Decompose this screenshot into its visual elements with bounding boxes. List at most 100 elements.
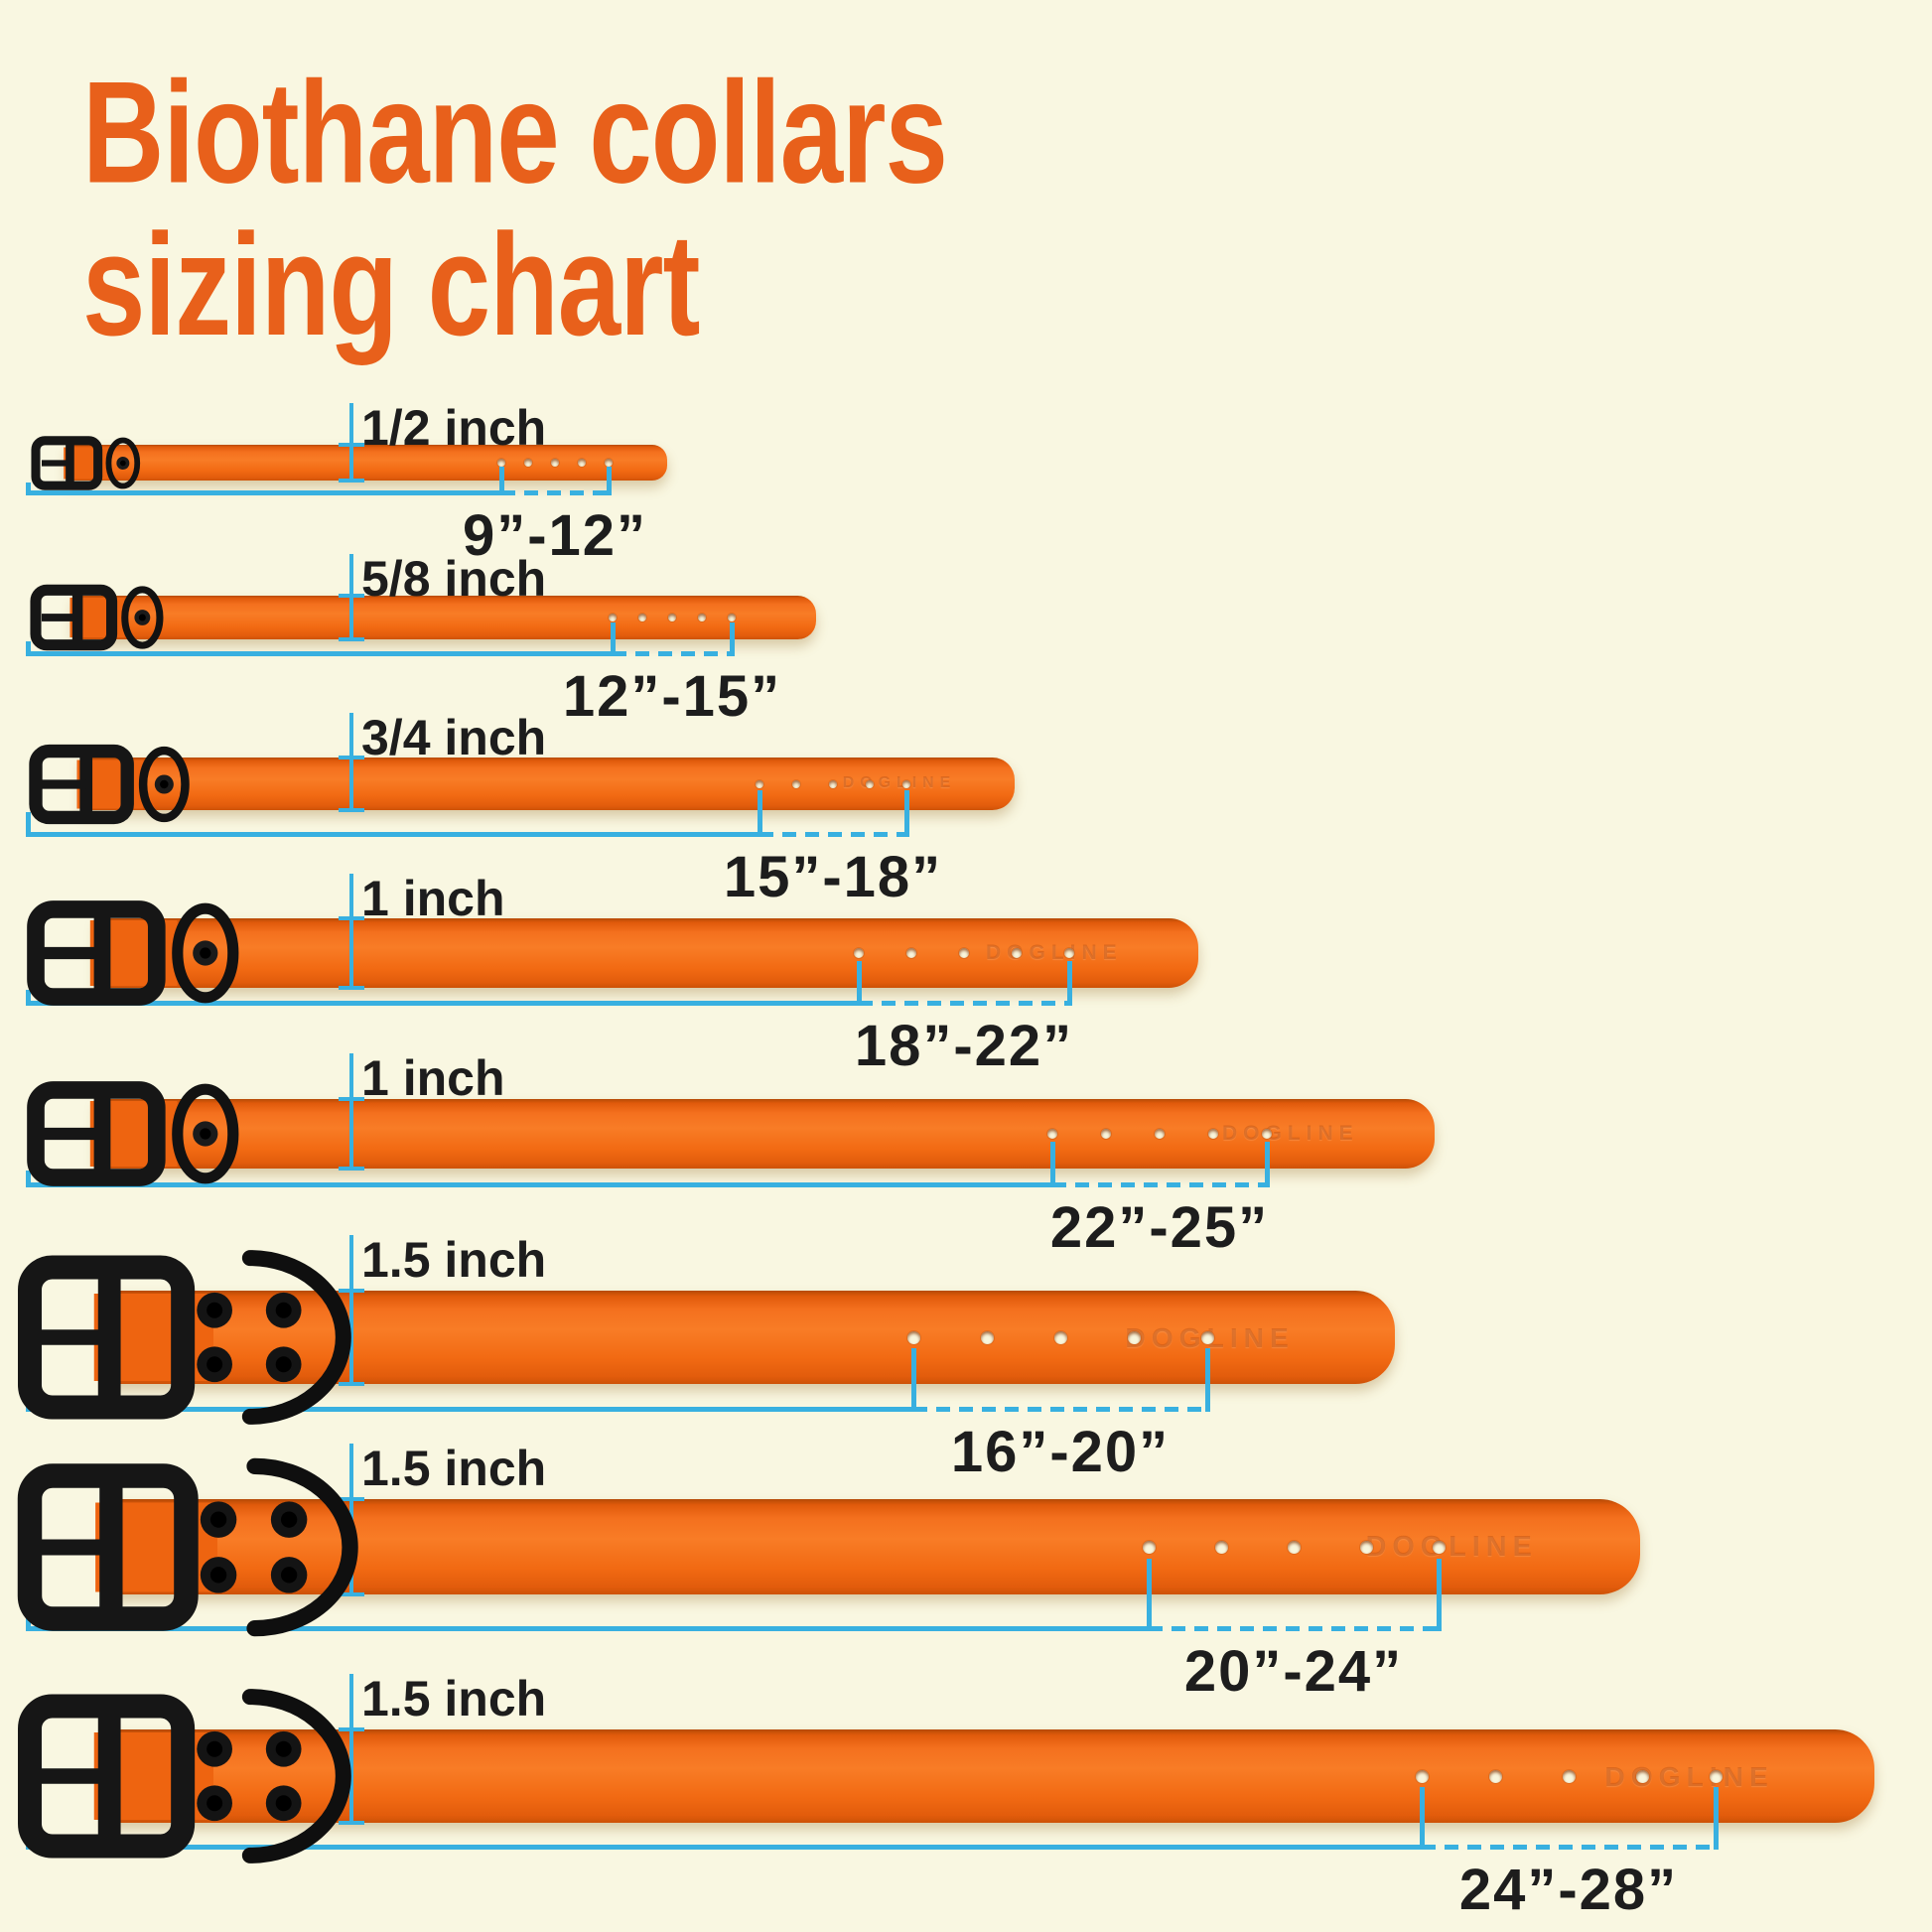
- bracket-last-hole-riser: [1437, 1558, 1442, 1631]
- bracket-last-hole-riser: [1265, 1142, 1270, 1187]
- adjustment-hole: [728, 614, 736, 621]
- bracket-solid-line: [26, 1001, 859, 1006]
- adjustment-hole: [497, 459, 505, 467]
- bracket-first-hole-riser: [758, 789, 762, 837]
- width-dimension-cap-bottom: [339, 1382, 364, 1386]
- width-dimension-cap-bottom: [339, 1821, 364, 1825]
- bracket-dashed-line: [913, 1407, 1207, 1412]
- neck-size-range-label: 20”-24”: [1183, 1639, 1404, 1704]
- adjustment-hole: [551, 459, 559, 467]
- neck-size-range-label: 15”-18”: [723, 845, 943, 909]
- adjustment-hole: [906, 1330, 920, 1344]
- brand-embossing: DOGLINE: [986, 941, 1123, 965]
- adjustment-hole: [1488, 1769, 1502, 1783]
- bracket-first-hole-riser: [857, 961, 862, 1006]
- width-dimension-cap-bottom: [339, 986, 364, 990]
- adjustment-hole: [1101, 1129, 1111, 1139]
- width-dimension-cap-bottom: [339, 1592, 364, 1596]
- width-dimension-line: [349, 713, 353, 810]
- adjustment-hole: [1208, 1129, 1218, 1139]
- brand-embossing: DOGLINE: [1222, 1122, 1359, 1146]
- bracket-dashed-line: [1149, 1626, 1439, 1631]
- width-dimension-line: [349, 403, 353, 481]
- bracket-last-hole-riser: [1205, 1348, 1210, 1412]
- bracket-solid-line: [26, 1626, 1149, 1631]
- buckle-and-dring-hardware: [29, 744, 190, 824]
- title-line-2: sizing chart: [82, 205, 700, 367]
- neck-size-range-label: 24”-28”: [1458, 1858, 1679, 1922]
- adjustment-hole: [980, 1330, 994, 1344]
- adjustment-hole: [1635, 1769, 1649, 1783]
- bracket-left-riser: [26, 641, 31, 656]
- width-dimension-line: [349, 1674, 353, 1823]
- bracket-solid-line: [26, 1845, 1422, 1850]
- bracket-last-hole-riser: [607, 467, 612, 495]
- width-label: 1.5 inch: [361, 1671, 547, 1726]
- collar-strap: [81, 758, 1015, 810]
- width-label: 1.5 inch: [361, 1232, 547, 1288]
- adjustment-hole: [866, 779, 874, 788]
- width-label: 1 inch: [361, 871, 505, 926]
- adjustment-hole: [854, 948, 864, 958]
- adjustment-hole: [605, 459, 613, 467]
- brand-embossing: DOGLINE: [1604, 1760, 1774, 1793]
- adjustment-hole: [1262, 1129, 1272, 1139]
- buckle-and-dring-hardware: [27, 1081, 239, 1186]
- width-dimension-line: [349, 1235, 353, 1384]
- bracket-dashed-line: [1422, 1845, 1716, 1850]
- adjustment-hole: [1053, 1330, 1067, 1344]
- width-dimension-cap-bottom: [339, 1167, 364, 1171]
- bracket-solid-line: [26, 651, 613, 656]
- adjustment-hole: [1047, 1129, 1057, 1139]
- adjustment-hole: [524, 459, 532, 467]
- bracket-last-hole-riser: [1067, 961, 1072, 1006]
- bracket-left-riser: [26, 483, 31, 495]
- width-dimension-cap-top: [339, 1289, 364, 1293]
- bracket-dashed-line: [759, 832, 906, 837]
- adjustment-hole: [698, 614, 706, 621]
- buckle-and-dring-hardware: [18, 1250, 351, 1425]
- collar-strap: [73, 596, 816, 639]
- bracket-first-hole-riser: [1147, 1558, 1152, 1631]
- bracket-first-hole-riser: [611, 622, 616, 656]
- adjustment-hole: [902, 779, 910, 788]
- bracket-last-hole-riser: [730, 622, 735, 656]
- adjustment-hole: [1415, 1769, 1429, 1783]
- adjustment-hole: [578, 459, 586, 467]
- neck-size-range-label: 16”-20”: [950, 1420, 1171, 1484]
- bracket-solid-line: [26, 490, 501, 495]
- width-label: 3/4 inch: [361, 710, 547, 765]
- adjustment-hole: [668, 614, 676, 621]
- adjustment-hole: [1214, 1540, 1228, 1554]
- width-dimension-cap-bottom: [339, 808, 364, 812]
- page-title: Biothane collars sizing chart: [82, 57, 948, 362]
- bracket-solid-line: [26, 1182, 1052, 1187]
- neck-size-range-label: 9”-12”: [462, 503, 648, 568]
- adjustment-hole: [959, 948, 969, 958]
- width-label: 1.5 inch: [361, 1441, 547, 1496]
- bracket-last-hole-riser: [904, 789, 909, 837]
- bracket-dashed-line: [1052, 1182, 1267, 1187]
- adjustment-hole: [638, 614, 646, 621]
- adjustment-hole: [906, 948, 916, 958]
- adjustment-hole: [1142, 1540, 1156, 1554]
- bracket-dashed-line: [859, 1001, 1069, 1006]
- adjustment-hole: [1012, 948, 1022, 958]
- adjustment-hole: [829, 779, 837, 788]
- adjustment-hole: [1359, 1540, 1373, 1554]
- title-line-1: Biothane collars: [82, 52, 948, 214]
- collar-strap: [107, 1499, 1640, 1594]
- width-dimension-cap-top: [339, 1727, 364, 1731]
- width-dimension-cap-top: [339, 916, 364, 920]
- adjustment-hole: [1127, 1330, 1141, 1344]
- adjustment-hole: [1200, 1330, 1214, 1344]
- bracket-dashed-line: [613, 651, 732, 656]
- width-label: 1/2 inch: [361, 400, 547, 456]
- buckle-and-dring-hardware: [31, 435, 141, 490]
- neck-size-range-label: 12”-15”: [562, 664, 782, 729]
- bracket-solid-line: [26, 1407, 913, 1412]
- bracket-left-riser: [26, 990, 31, 1006]
- bracket-first-hole-riser: [1050, 1142, 1055, 1187]
- brand-embossing: DOGLINE: [842, 774, 957, 792]
- adjustment-hole: [1432, 1540, 1446, 1554]
